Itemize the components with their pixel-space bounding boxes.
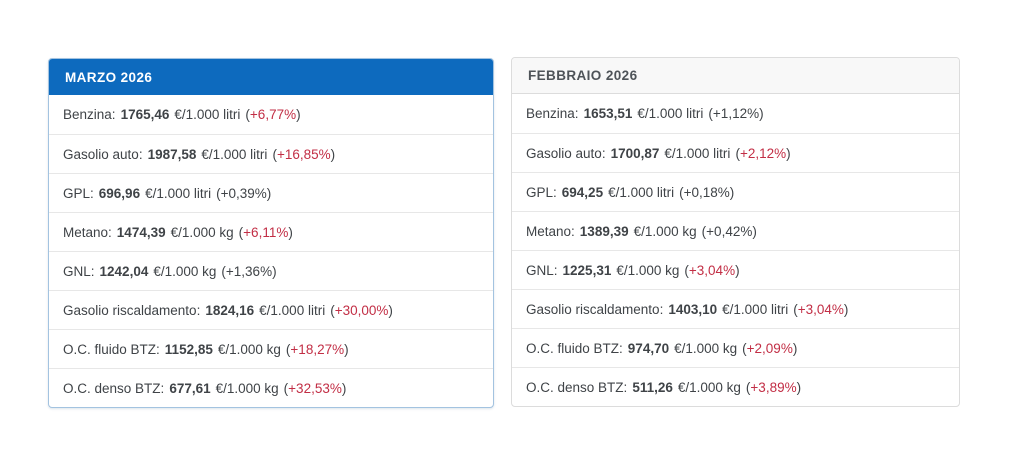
fuel-unit: €/1.000 litri [722, 301, 789, 317]
fuel-label: Gasolio riscaldamento [63, 303, 200, 318]
fuel-label: O.C. fluido BTZ [526, 341, 623, 356]
price-row: GNL 1242,04€/1.000 kg +1,36% [49, 251, 493, 290]
fuel-label: Gasolio auto [63, 147, 143, 162]
fuel-price: 696,96 [98, 185, 141, 201]
fuel-unit: €/1.000 litri [145, 185, 212, 201]
fuel-change-percent: +18,27% [286, 342, 349, 357]
price-row: O.C. fluido BTZ 974,70€/1.000 kg +2,09% [512, 328, 959, 367]
fuel-price: 1242,04 [99, 263, 149, 279]
fuel-unit: €/1.000 kg [677, 379, 741, 395]
fuel-price: 1225,31 [562, 262, 612, 278]
fuel-unit: €/1.000 kg [217, 341, 281, 357]
fuel-change-percent: +2,09% [742, 341, 797, 356]
fuel-change-percent: +0,18% [679, 185, 734, 200]
fuel-label: O.C. denso BTZ [526, 380, 627, 395]
fuel-label: GNL [63, 264, 95, 279]
month-header-marzo[interactable]: MARZO 2026 [49, 59, 493, 95]
price-row: Gasolio auto 1987,58€/1.000 litri +16,85% [49, 134, 493, 173]
fuel-label: Gasolio auto [526, 146, 606, 161]
fuel-label: GPL [63, 186, 94, 201]
fuel-change-percent: +30,00% [330, 303, 393, 318]
fuel-unit: €/1.000 litri [201, 146, 268, 162]
fuel-price: 1474,39 [116, 224, 166, 240]
fuel-unit: €/1.000 litri [259, 302, 326, 318]
fuel-unit: €/1.000 litri [664, 145, 731, 161]
fuel-change-percent: +6,11% [239, 225, 293, 240]
fuel-label: Benzina [526, 106, 579, 121]
fuel-price: 1389,39 [579, 223, 629, 239]
fuel-change-percent: +6,77% [245, 107, 300, 122]
price-row: Metano 1389,39€/1.000 kg +0,42% [512, 211, 959, 250]
fuel-change-percent: +3,04% [793, 302, 848, 317]
price-row: GNL 1225,31€/1.000 kg +3,04% [512, 250, 959, 289]
fuel-label: O.C. denso BTZ [63, 381, 164, 396]
fuel-label: O.C. fluido BTZ [63, 342, 160, 357]
fuel-price: 1403,10 [668, 301, 718, 317]
price-row: Benzina 1765,46 €/1.000 litri +6,77% [49, 95, 493, 134]
fuel-change-percent: +1,12% [708, 106, 763, 121]
fuel-unit: €/1.000 kg [170, 224, 234, 240]
fuel-unit: €/1.000 kg [674, 340, 738, 356]
fuel-price: 1653,51 [583, 106, 633, 121]
fuel-label: Benzina [63, 107, 116, 122]
fuel-price: 1824,16 [205, 302, 255, 318]
fuel-unit: €/1.000 kg [633, 223, 697, 239]
fuel-change-percent: +2,12% [735, 146, 790, 161]
price-row: O.C. fluido BTZ 1152,85€/1.000 kg +18,27% [49, 329, 493, 368]
fuel-price: 1152,85 [164, 341, 213, 357]
price-row: O.C. denso BTZ 511,26€/1.000 kg +3,89% [512, 367, 959, 406]
price-row: O.C. denso BTZ 677,61€/1.000 kg +32,53% [49, 368, 493, 407]
fuel-price: 1987,58 [147, 146, 197, 162]
fuel-label: Metano [63, 225, 112, 240]
fuel-change-percent: +3,89% [746, 380, 801, 395]
month-header-febbraio[interactable]: FEBBRAIO 2026 [512, 58, 959, 94]
price-row: GPL 696,96€/1.000 litri +0,39% [49, 173, 493, 212]
fuel-unit: €/1.000 litri [637, 106, 704, 121]
price-row: GPL 694,25€/1.000 litri +0,18% [512, 172, 959, 211]
fuel-label: GPL [526, 185, 557, 200]
fuel-change-percent: +0,39% [216, 186, 271, 201]
fuel-label: Gasolio riscaldamento [526, 302, 663, 317]
price-row: Metano 1474,39€/1.000 kg +6,11% [49, 212, 493, 251]
price-card-marzo-2026: MARZO 2026 Benzina 1765,46 €/1.000 litri +6… [48, 58, 494, 408]
fuel-price: 1765,46 [120, 107, 170, 122]
fuel-price: 677,61 [169, 380, 211, 396]
fuel-unit: €/1.000 litri [608, 184, 675, 200]
fuel-unit: €/1.000 kg [616, 262, 680, 278]
fuel-change-percent: +32,53% [284, 381, 347, 396]
price-row: Benzina 1653,51 €/1.000 litri +1,12% [512, 94, 959, 133]
fuel-unit: €/1.000 litri [174, 107, 241, 122]
fuel-change-percent: +0,42% [702, 224, 757, 239]
fuel-price: 694,25 [561, 184, 604, 200]
fuel-change-percent: +16,85% [272, 147, 335, 162]
price-card-febbraio-2026: FEBBRAIO 2026 Benzina 1653,51 €/1.000 litr… [511, 57, 960, 407]
month-title: FEBBRAIO 2026 [528, 68, 638, 83]
fuel-unit: €/1.000 kg [153, 263, 217, 279]
fuel-label: Metano [526, 224, 575, 239]
fuel-price: 511,26 [632, 379, 673, 395]
month-title: MARZO 2026 [65, 69, 153, 85]
fuel-price: 974,70 [627, 340, 670, 356]
fuel-change-percent: +1,36% [221, 264, 276, 279]
fuel-label: GNL [526, 263, 558, 278]
price-row: Gasolio riscaldamento 1824,16€/1.000 litr… [49, 290, 493, 329]
price-row: Gasolio riscaldamento 1403,10€/1.000 litr… [512, 289, 959, 328]
price-row: Gasolio auto 1700,87€/1.000 litri +2,12% [512, 133, 959, 172]
fuel-price: 1700,87 [610, 145, 660, 161]
fuel-unit: €/1.000 kg [215, 380, 279, 396]
fuel-change-percent: +3,04% [684, 263, 739, 278]
